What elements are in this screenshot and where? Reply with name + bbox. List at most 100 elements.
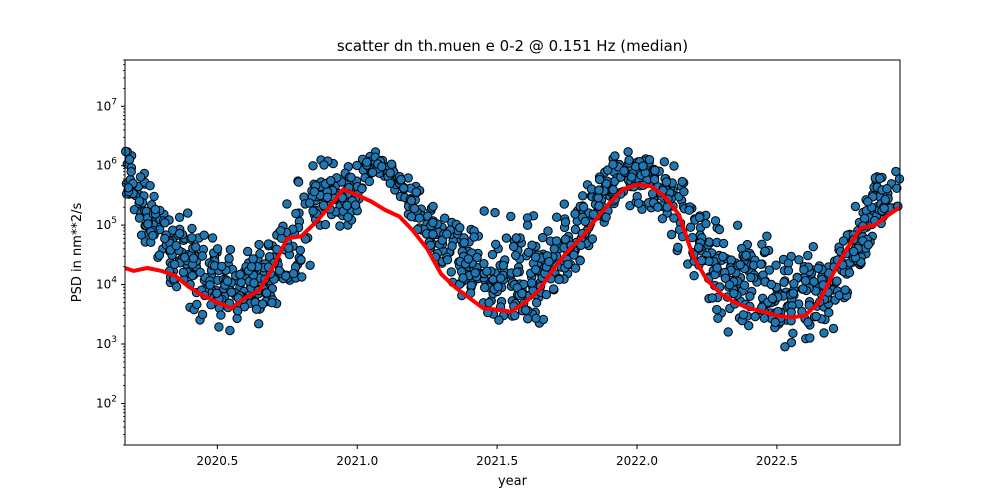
scatter-point bbox=[824, 307, 834, 318]
scatter-point bbox=[459, 238, 469, 248]
scatter-point bbox=[385, 168, 395, 178]
scatter-point bbox=[180, 252, 190, 263]
x-axis-label: year bbox=[498, 474, 528, 489]
x-tick-label: 2022.5 bbox=[756, 454, 798, 468]
scatter-point bbox=[729, 288, 739, 299]
scatter-point bbox=[396, 174, 406, 185]
scatter-point bbox=[274, 266, 285, 276]
scatter-point bbox=[197, 251, 208, 261]
chart-title: scatter dn th.muen e 0-2 @ 0.151 Hz (med… bbox=[337, 37, 688, 55]
scatter-point bbox=[148, 230, 158, 241]
scatter-point bbox=[803, 317, 813, 327]
scatter-point bbox=[226, 287, 237, 297]
scatter-point bbox=[760, 246, 770, 257]
scatter-point bbox=[608, 185, 618, 195]
scatter-point bbox=[308, 206, 318, 216]
scatter-point bbox=[297, 272, 307, 282]
scatter-point bbox=[261, 288, 272, 298]
scatter-point bbox=[544, 256, 554, 267]
scatter-point bbox=[174, 228, 185, 239]
scatter-point bbox=[608, 159, 618, 170]
scatter-point bbox=[863, 240, 873, 250]
scatter-point bbox=[490, 207, 500, 218]
scatter-point bbox=[689, 271, 699, 281]
scatter-point bbox=[385, 178, 395, 189]
scatter-point bbox=[673, 242, 683, 253]
scatter-point bbox=[543, 226, 553, 236]
scatter-point bbox=[487, 249, 498, 260]
scatter-point bbox=[593, 193, 603, 203]
scatter-point bbox=[149, 191, 159, 202]
scatter-point bbox=[352, 160, 362, 171]
scatter-point bbox=[134, 196, 145, 206]
scatter-point bbox=[813, 263, 823, 273]
scatter-point bbox=[569, 250, 579, 260]
scatter-point bbox=[522, 220, 533, 230]
scatter-point bbox=[779, 277, 789, 287]
scatter-point bbox=[570, 224, 581, 235]
scatter-point bbox=[798, 284, 808, 294]
scatter-point bbox=[523, 247, 534, 258]
scatter-point bbox=[482, 266, 492, 276]
scatter-point bbox=[744, 321, 754, 331]
scatter-point bbox=[318, 200, 329, 211]
scatter-point bbox=[638, 161, 648, 171]
scatter-point bbox=[195, 267, 205, 277]
scatter-point bbox=[282, 199, 292, 209]
scatter-point bbox=[669, 161, 679, 171]
scatter-point bbox=[225, 325, 235, 336]
scatter-point bbox=[575, 256, 585, 266]
y-tick-label: 102 bbox=[96, 394, 117, 410]
scatter-point bbox=[594, 174, 605, 185]
scatter-point bbox=[517, 288, 527, 299]
scatter-point bbox=[154, 250, 165, 260]
scatter-point bbox=[335, 221, 345, 231]
scatter-point bbox=[578, 202, 589, 212]
scatter-point bbox=[346, 172, 356, 183]
scatter-point bbox=[659, 157, 670, 167]
scatter-point bbox=[531, 313, 541, 323]
scatter-point bbox=[800, 276, 811, 286]
scatter-point bbox=[788, 328, 798, 338]
scatter-point bbox=[601, 212, 611, 222]
scatter-point bbox=[494, 315, 504, 325]
scatter-point bbox=[192, 299, 202, 310]
scatter-point bbox=[322, 192, 333, 203]
scatter-point bbox=[819, 328, 829, 338]
scatter-point bbox=[552, 212, 562, 222]
scatter-point bbox=[411, 187, 421, 197]
scatter-point bbox=[243, 246, 253, 257]
scatter-point bbox=[880, 194, 890, 205]
scatter-point bbox=[762, 231, 772, 241]
scatter-point bbox=[470, 268, 480, 278]
scatter-point bbox=[309, 187, 320, 197]
scatter-point bbox=[251, 304, 262, 314]
scatter-point bbox=[134, 213, 145, 223]
scatter-point bbox=[570, 263, 581, 273]
scatter-point bbox=[879, 203, 889, 214]
scatter-point bbox=[766, 279, 777, 290]
scatter-point bbox=[224, 253, 234, 264]
scatter-point bbox=[828, 323, 839, 334]
x-tick-label: 2021.0 bbox=[336, 454, 378, 468]
scatter-point bbox=[447, 241, 457, 251]
scatter-point bbox=[491, 239, 501, 250]
scatter-point bbox=[480, 282, 490, 293]
scatter-point bbox=[377, 161, 387, 172]
scatter-point bbox=[264, 252, 275, 262]
scatter-point bbox=[521, 305, 531, 315]
scatter-point bbox=[295, 245, 305, 256]
scatter-point bbox=[235, 269, 245, 280]
y-tick-label: 104 bbox=[96, 276, 117, 292]
scatter-point bbox=[409, 203, 420, 214]
scatter-point bbox=[560, 217, 571, 227]
scatter-point bbox=[367, 167, 378, 178]
scatter-point bbox=[350, 200, 361, 210]
scatter-point bbox=[538, 232, 548, 243]
scatter-point bbox=[783, 266, 794, 276]
scatter-point bbox=[580, 216, 590, 227]
scatter-point bbox=[305, 260, 315, 270]
scatter-point bbox=[808, 242, 818, 252]
y-tick-label: 107 bbox=[96, 97, 117, 113]
scatter-point bbox=[627, 172, 637, 182]
